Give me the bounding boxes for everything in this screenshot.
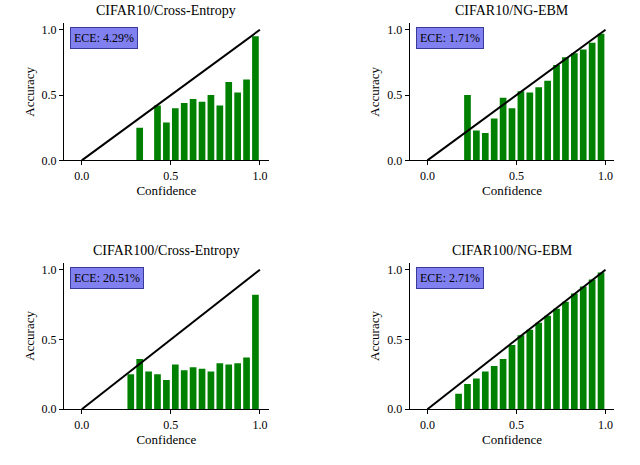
svg-text:ECE: 2.71%: ECE: 2.71% [420, 271, 480, 285]
svg-text:Confidence: Confidence [136, 432, 196, 447]
svg-text:0.0: 0.0 [42, 154, 57, 168]
svg-text:1.0: 1.0 [598, 418, 613, 432]
svg-text:CIFAR10/NG-EBM: CIFAR10/NG-EBM [455, 3, 569, 18]
svg-text:ECE: 4.29%: ECE: 4.29% [74, 31, 134, 45]
svg-text:Accuracy: Accuracy [367, 66, 382, 116]
svg-text:0.5: 0.5 [163, 418, 178, 432]
svg-text:Accuracy: Accuracy [22, 311, 37, 361]
svg-text:1.0: 1.0 [252, 169, 267, 183]
svg-text:0.5: 0.5 [387, 88, 402, 102]
svg-text:0.5: 0.5 [42, 88, 57, 102]
svg-text:1.0: 1.0 [387, 263, 402, 277]
svg-text:0.0: 0.0 [387, 402, 402, 416]
svg-text:0.5: 0.5 [42, 333, 57, 347]
svg-text:0.5: 0.5 [387, 333, 402, 347]
svg-text:1.0: 1.0 [387, 23, 402, 37]
svg-text:0.0: 0.0 [42, 402, 57, 416]
svg-text:0.5: 0.5 [509, 418, 524, 432]
svg-text:0.0: 0.0 [74, 418, 89, 432]
svg-text:Accuracy: Accuracy [367, 311, 382, 361]
svg-text:Confidence: Confidence [482, 183, 542, 198]
svg-text:Confidence: Confidence [482, 432, 542, 447]
svg-text:0.5: 0.5 [163, 169, 178, 183]
svg-text:1.0: 1.0 [598, 169, 613, 183]
svg-text:1.0: 1.0 [252, 418, 267, 432]
svg-text:0.5: 0.5 [509, 169, 524, 183]
svg-text:Accuracy: Accuracy [22, 66, 37, 116]
svg-text:0.0: 0.0 [420, 418, 435, 432]
svg-text:ECE: 1.71%: ECE: 1.71% [420, 31, 480, 45]
svg-text:1.0: 1.0 [42, 263, 57, 277]
svg-text:ECE: 20.51%: ECE: 20.51% [74, 271, 140, 285]
svg-text:0.0: 0.0 [74, 169, 89, 183]
svg-text:Confidence: Confidence [136, 183, 196, 198]
svg-text:CIFAR100/Cross-Entropy: CIFAR100/Cross-Entropy [93, 243, 240, 258]
svg-text:CIFAR10/Cross-Entropy: CIFAR10/Cross-Entropy [96, 3, 236, 18]
svg-text:0.0: 0.0 [387, 154, 402, 168]
svg-text:CIFAR100/NG-EBM: CIFAR100/NG-EBM [452, 243, 573, 258]
svg-text:1.0: 1.0 [42, 23, 57, 37]
svg-text:0.0: 0.0 [420, 169, 435, 183]
